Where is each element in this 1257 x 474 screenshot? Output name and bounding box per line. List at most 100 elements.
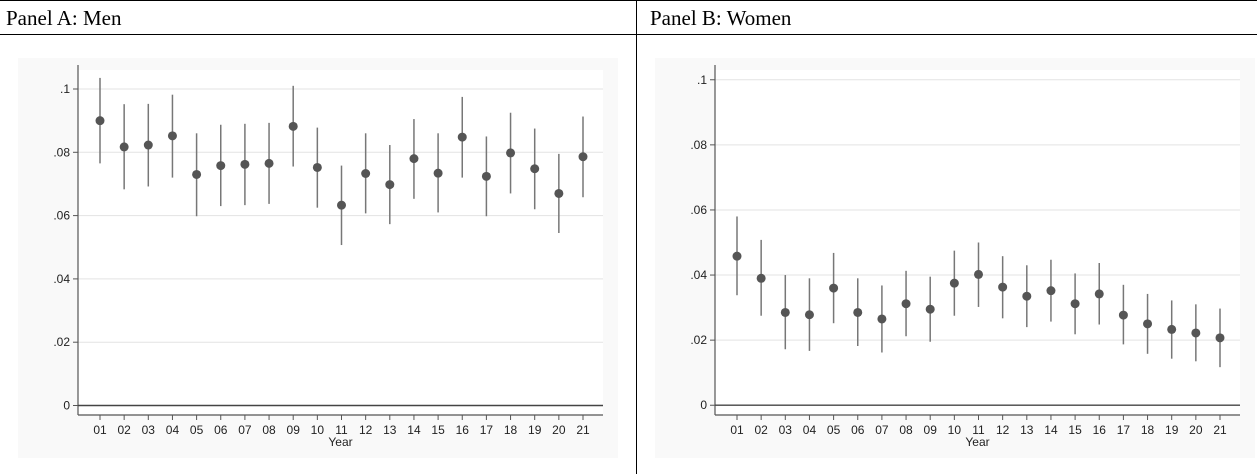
x-tick-label: 21: [576, 423, 590, 437]
data-point: [756, 273, 766, 283]
x-tick-label: 15: [431, 423, 445, 437]
x-tick-label: 12: [996, 423, 1010, 437]
x-tick-label: 08: [899, 423, 913, 437]
x-tick-label: 17: [1117, 423, 1131, 437]
data-point: [481, 171, 491, 181]
data-point: [530, 164, 540, 174]
data-point: [385, 180, 395, 190]
plot-area: [715, 70, 1240, 415]
x-tick-label: 04: [803, 423, 817, 437]
x-tick-label: 02: [754, 423, 768, 437]
y-tick-label: .02: [690, 333, 707, 347]
x-tick-label: 07: [875, 423, 889, 437]
data-point: [925, 304, 935, 314]
x-axis-title: Year: [328, 435, 352, 449]
x-tick-label: 12: [359, 423, 373, 437]
x-tick-label: 13: [383, 423, 397, 437]
data-point: [877, 314, 887, 324]
x-tick-label: 02: [117, 423, 131, 437]
x-tick-label: 03: [779, 423, 793, 437]
data-point: [337, 200, 346, 210]
data-point: [1094, 289, 1104, 299]
x-tick-label: 05: [827, 423, 841, 437]
x-tick-label: 08: [262, 423, 276, 437]
y-tick-label: .1: [697, 73, 707, 87]
data-point: [1191, 328, 1201, 338]
panel-divider: [636, 0, 637, 474]
data-point: [829, 283, 839, 293]
x-tick-label: 05: [190, 423, 204, 437]
x-tick-label: 15: [1068, 423, 1082, 437]
x-tick-label: 06: [214, 423, 228, 437]
x-tick-label: 16: [456, 423, 470, 437]
data-point: [578, 152, 588, 162]
x-tick-label: 13: [1020, 423, 1034, 437]
x-tick-label: 14: [407, 423, 421, 437]
x-tick-label: 11: [972, 423, 985, 437]
data-point: [998, 282, 1008, 292]
x-tick-label: 07: [238, 423, 252, 437]
y-tick-label: .1: [60, 82, 70, 96]
data-point: [804, 310, 814, 320]
x-tick-label: 16: [1093, 423, 1107, 437]
data-point: [1118, 310, 1128, 320]
data-point: [1167, 324, 1177, 334]
data-point: [457, 132, 467, 142]
women-coefficient-chart: 0 .02 .04 .06 .08 .1 01 02 03 04 05 06 07 08 09 10 11 12 1…: [655, 58, 1255, 458]
data-point: [1070, 299, 1080, 309]
data-point: [264, 158, 274, 168]
x-axis-title: Year: [965, 435, 989, 449]
x-tick-label: 11: [335, 423, 348, 437]
data-point: [312, 162, 322, 172]
panel-a-title: Panel A: Men: [6, 6, 122, 30]
x-tick-label: 06: [851, 423, 865, 437]
data-point: [1143, 319, 1153, 329]
x-tick-label: 18: [1141, 423, 1155, 437]
data-point: [119, 142, 129, 152]
x-tick-label: 21: [1213, 423, 1227, 437]
y-tick-label: 0: [700, 398, 707, 412]
data-point: [1046, 286, 1056, 296]
data-point: [433, 168, 443, 178]
data-point: [240, 159, 250, 169]
y-tick-label: 0: [63, 399, 70, 413]
x-tick-label: 09: [924, 423, 938, 437]
data-point: [216, 161, 226, 171]
panel-b-title: Panel B: Women: [650, 6, 792, 30]
data-point: [192, 169, 202, 179]
y-tick-label: .02: [53, 335, 70, 349]
x-tick-label: 01: [93, 423, 107, 437]
y-tick-label: .08: [53, 145, 70, 159]
y-tick-label: .04: [53, 272, 70, 286]
data-point: [901, 299, 911, 309]
x-tick-label: 03: [142, 423, 156, 437]
data-point: [143, 140, 153, 150]
x-tick-label: 10: [948, 423, 962, 437]
data-point: [288, 121, 298, 131]
x-tick-label: 20: [552, 423, 566, 437]
data-point: [167, 131, 177, 141]
y-tick-label: .06: [53, 209, 70, 223]
data-point: [95, 116, 105, 126]
data-point: [949, 278, 959, 288]
top-rule: [0, 0, 1257, 1]
y-tick-label: .04: [690, 268, 707, 282]
x-tick-label: 18: [504, 423, 518, 437]
data-point: [780, 307, 790, 317]
x-tick-label: 09: [287, 423, 301, 437]
data-point: [974, 269, 983, 279]
x-tick-label: 19: [528, 423, 542, 437]
x-tick-label: 19: [1165, 423, 1179, 437]
x-tick-label: 10: [311, 423, 325, 437]
x-tick-label: 04: [166, 423, 180, 437]
y-tick-label: .08: [690, 138, 707, 152]
y-tick-label: .06: [690, 203, 707, 217]
data-point: [361, 169, 371, 178]
header-rule: [0, 34, 1257, 35]
plot-area: [78, 70, 603, 415]
x-tick-label: 14: [1044, 423, 1058, 437]
data-point: [554, 188, 564, 198]
data-point: [409, 154, 419, 164]
x-tick-label: 20: [1189, 423, 1203, 437]
